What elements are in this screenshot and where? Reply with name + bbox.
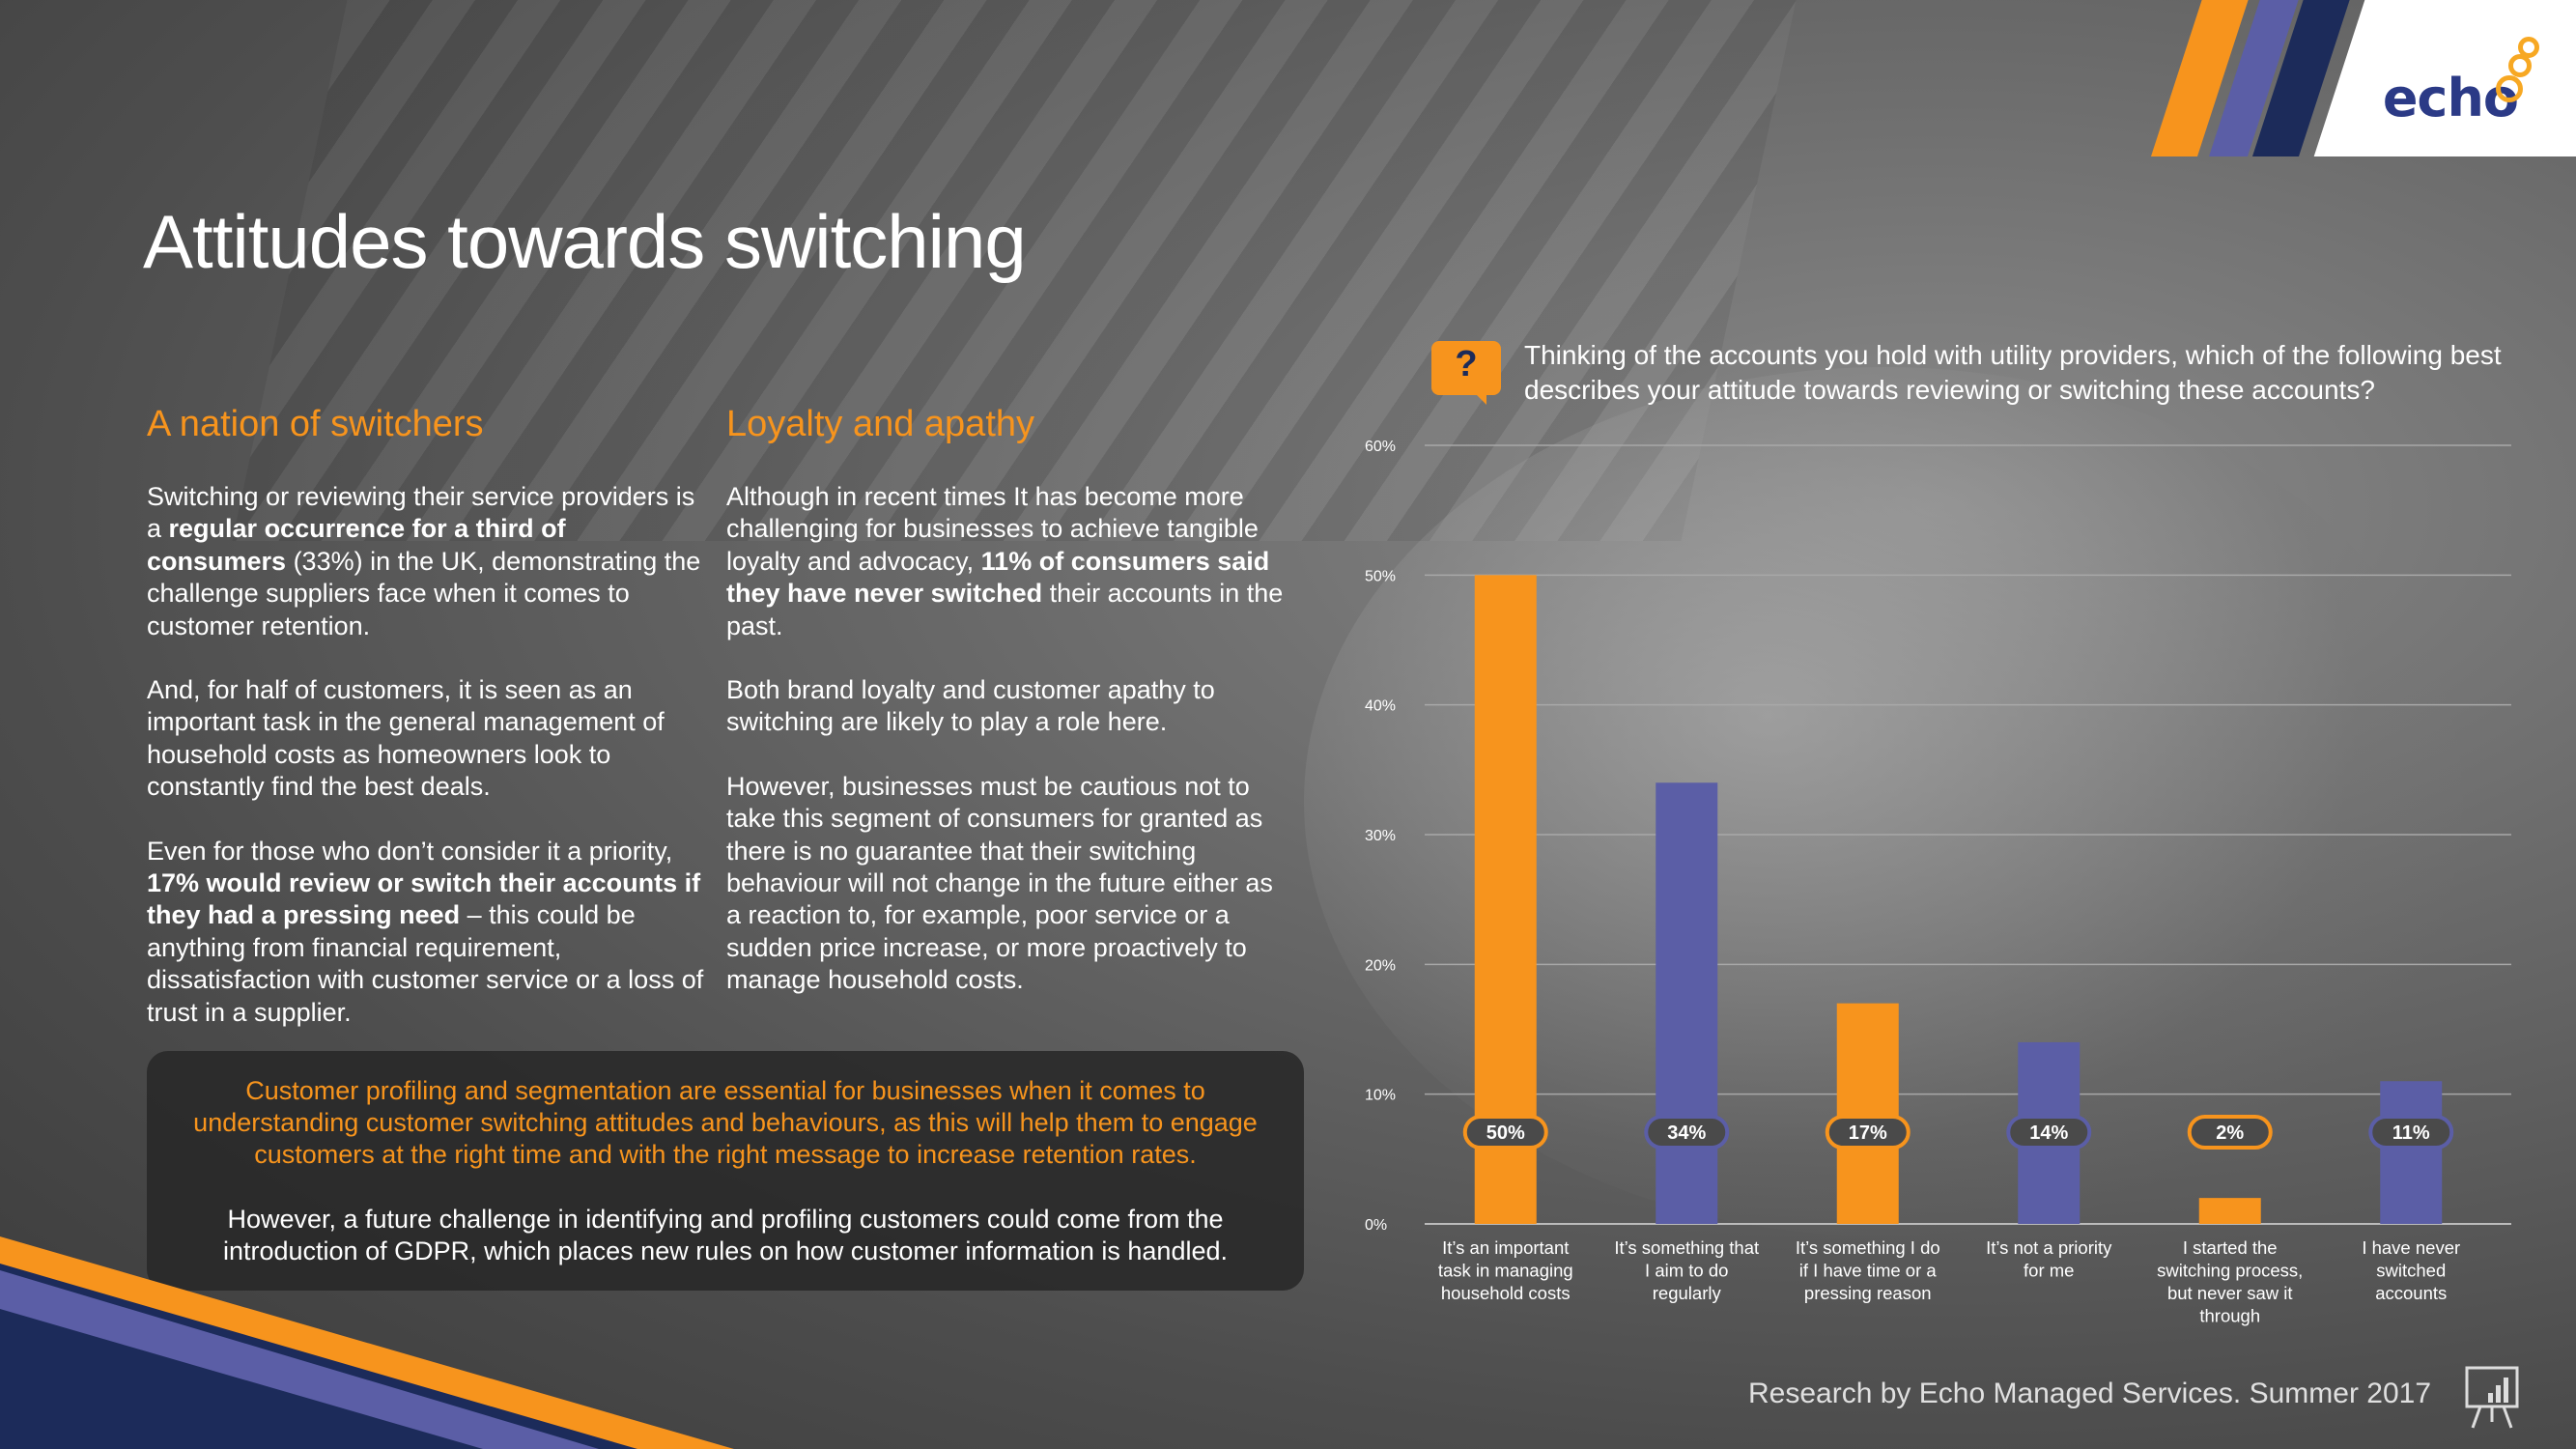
column-paragraph: However, businesses must be cautious not…: [726, 771, 1287, 997]
presentation-chart-icon: [2465, 1366, 2519, 1429]
data-label-pill: [1644, 1115, 1730, 1150]
y-tick-label: 20%: [1365, 957, 1396, 974]
data-label-pill: [1825, 1115, 1911, 1150]
y-tick-label: 30%: [1365, 828, 1396, 844]
callout-orange-text: Customer profiling and segmentation are …: [193, 1076, 1258, 1169]
data-label-pill: [2187, 1115, 2273, 1150]
page-title: Attitudes towards switching: [143, 199, 1027, 284]
category-label: household costs: [1441, 1283, 1571, 1303]
column-body-loyalty: Although in recent times It has become m…: [726, 481, 1287, 1029]
category-label: I have never: [2362, 1237, 2460, 1258]
text-run: Switching or reviewing their service pro…: [147, 482, 695, 544]
column-heading-switchers: A nation of switchers: [147, 404, 484, 444]
bold-text: 11% of consumers said they have never sw…: [726, 546, 1270, 609]
data-label: 17%: [1849, 1122, 1887, 1144]
bar: [1656, 782, 1718, 1224]
category-label: if I have time or a: [1799, 1261, 1938, 1281]
text-run: – this could be anything from financial …: [147, 900, 704, 1027]
column-body-switchers: Switching or reviewing their service pro…: [147, 481, 707, 1061]
text-run: (33%) in the UK, demonstrating the chall…: [147, 546, 701, 640]
data-label: 11%: [2392, 1122, 2430, 1144]
y-tick-label: 10%: [1365, 1088, 1396, 1104]
bottom-left-stripes: [0, 1236, 734, 1449]
data-label-pill: [2368, 1115, 2454, 1150]
category-label: It’s something I do: [1796, 1237, 1940, 1258]
survey-question: Thinking of the accounts you hold with u…: [1524, 340, 2502, 405]
question-bubble-icon: [1431, 341, 1501, 395]
data-label: 14%: [2029, 1122, 2068, 1144]
column-paragraph: Switching or reviewing their service pro…: [147, 481, 707, 642]
bar: [1836, 1003, 1899, 1224]
category-label: task in managing: [1438, 1261, 1573, 1281]
y-tick-label: 60%: [1365, 439, 1396, 455]
logo-ring-medium: [2508, 54, 2532, 77]
data-label: 50%: [1486, 1122, 1525, 1144]
bar: [2380, 1081, 2443, 1224]
question-mark-icon: ?: [1455, 344, 1478, 384]
category-label: regularly: [1653, 1283, 1722, 1303]
stripe-orange-bottom: [0, 1236, 734, 1449]
category-label: I started the: [2183, 1237, 2278, 1258]
data-label-pill: [2006, 1115, 2092, 1150]
text-run: Although in recent times It has become m…: [726, 482, 1259, 576]
data-label: 34%: [1667, 1122, 1706, 1144]
category-label: accounts: [2375, 1283, 2447, 1303]
question-bubble-tail: [1473, 391, 1486, 405]
text-run: their accounts in the past.: [726, 579, 1284, 640]
bar: [2198, 1198, 2261, 1224]
y-tick-label: 40%: [1365, 698, 1396, 715]
category-label: It’s not a priority: [1986, 1237, 2112, 1258]
logo-ring-large: [2496, 75, 2523, 102]
text-run: Both brand loyalty and customer apathy t…: [726, 675, 1215, 737]
callout-white-text: However, a future challenge in identifyi…: [222, 1205, 1228, 1265]
column-paragraph: Although in recent times It has become m…: [726, 481, 1287, 642]
y-tick-label: 50%: [1365, 568, 1396, 584]
column-paragraph: Both brand loyalty and customer apathy t…: [726, 674, 1287, 739]
category-label: but never saw it: [2167, 1283, 2293, 1303]
category-label: switched: [2376, 1261, 2446, 1281]
category-label: for me: [2024, 1261, 2074, 1281]
stripe-purple-bottom: [0, 1270, 599, 1449]
category-label: through: [2199, 1306, 2260, 1326]
logo-ring-small: [2518, 37, 2539, 58]
bold-text: regular occurrence for a third of consum…: [147, 514, 566, 576]
bold-text: 17% would review or switch their account…: [147, 868, 701, 930]
data-label: 2%: [2216, 1122, 2244, 1144]
category-label: It’s something that: [1614, 1237, 1759, 1258]
source-footnote: Research by Echo Managed Services. Summe…: [1748, 1378, 2432, 1409]
data-label-pill: [1462, 1115, 1548, 1150]
callout-box: Customer profiling and segmentation are …: [147, 1051, 1304, 1291]
logo-stripes: echo: [2132, 0, 2576, 156]
text-run: Even for those who don’t consider it a p…: [147, 836, 673, 866]
text-run: However, businesses must be cautious not…: [726, 771, 1273, 995]
column-heading-loyalty: Loyalty and apathy: [726, 404, 1035, 444]
text-run: And, for half of customers, it is seen a…: [147, 675, 665, 802]
column-paragraph: And, for half of customers, it is seen a…: [147, 674, 707, 804]
echo-logo: echo: [2382, 68, 2519, 128]
y-tick-label: 0%: [1365, 1217, 1387, 1234]
category-label: pressing reason: [1804, 1283, 1932, 1303]
column-paragraph: Even for those who don’t consider it a p…: [147, 836, 707, 1029]
category-label: switching process,: [2157, 1261, 2303, 1281]
category-label: I aim to do: [1645, 1261, 1728, 1281]
category-label: It’s an important: [1442, 1237, 1569, 1258]
